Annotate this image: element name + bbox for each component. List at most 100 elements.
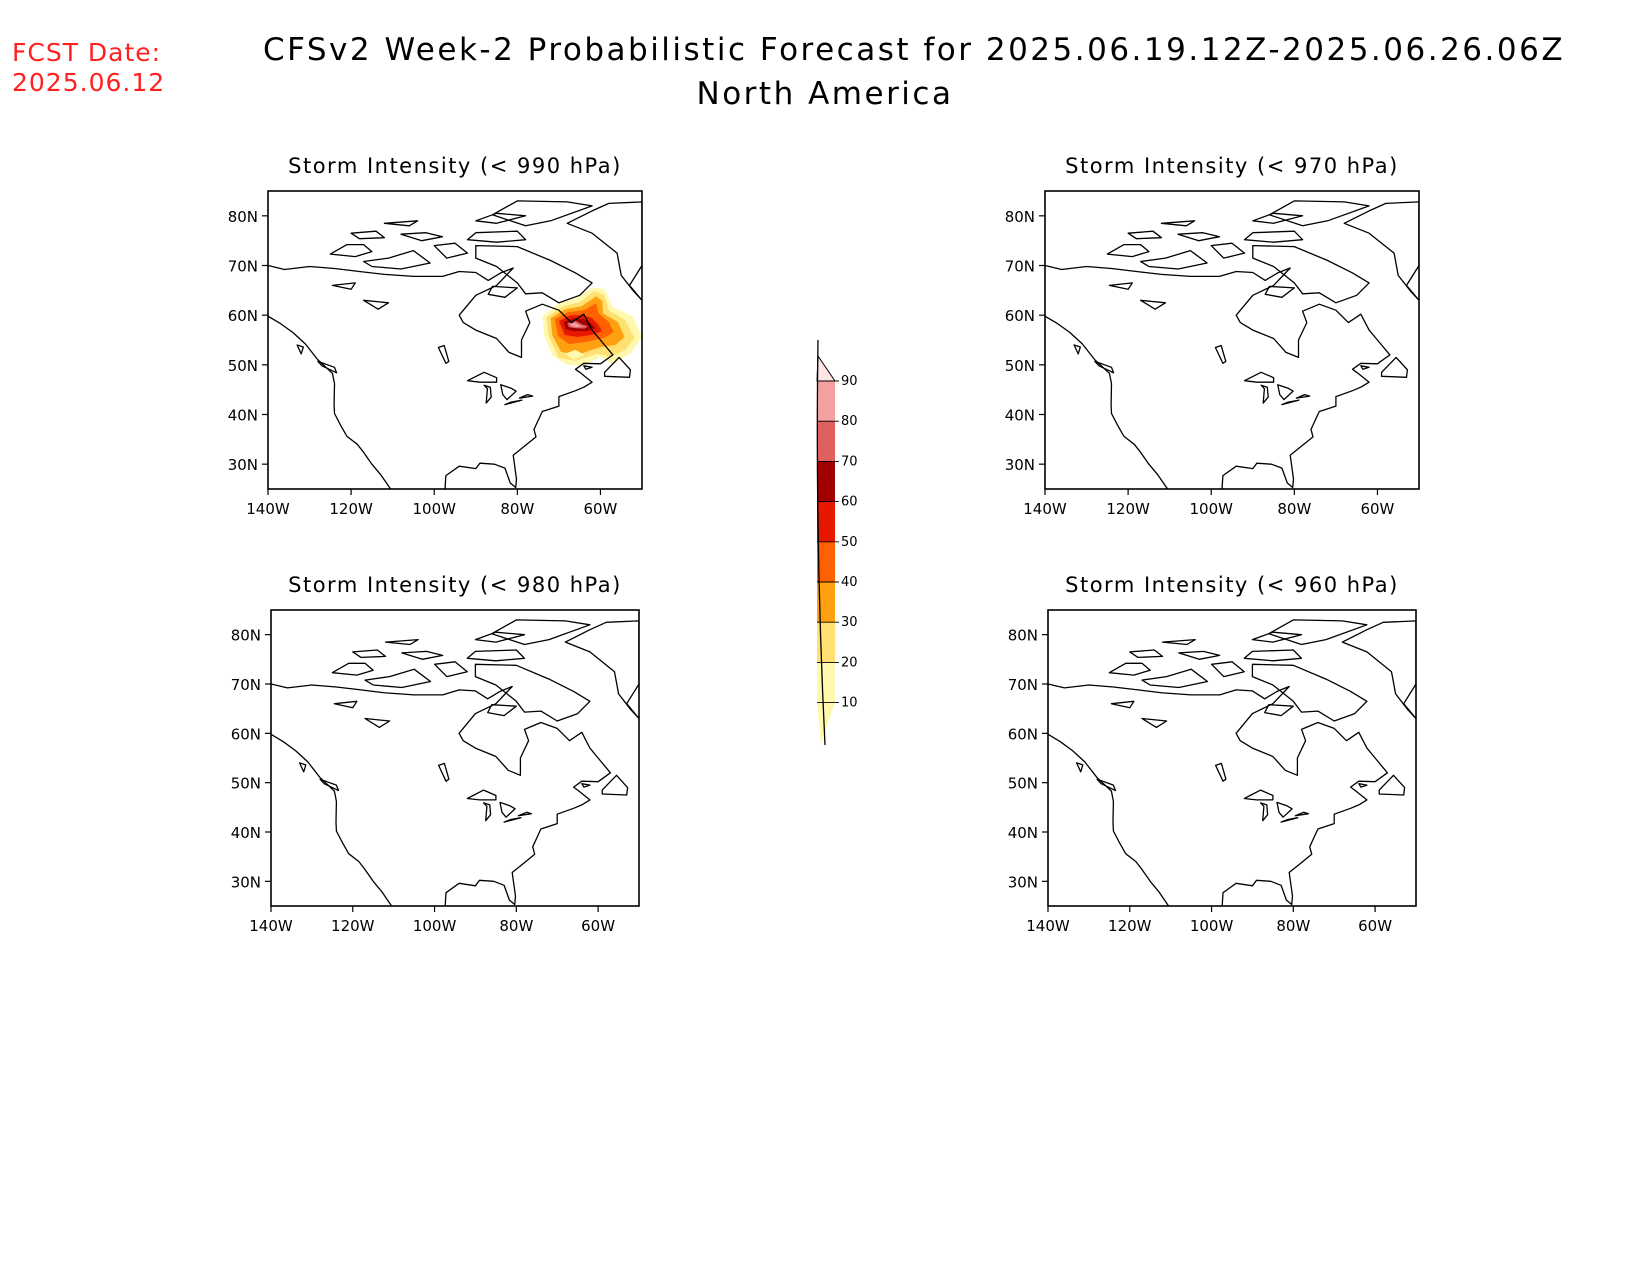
lat-tick-label: 70N (1005, 258, 1035, 276)
lake-outline (500, 384, 517, 401)
lake-outline (1276, 801, 1293, 818)
lake-outline (331, 282, 356, 290)
lat-tick-label: 80N (1005, 208, 1035, 226)
island-outline (487, 704, 517, 717)
island-outline (1252, 244, 1370, 304)
lon-tick-label: 100W (1189, 500, 1233, 518)
lat-tick-label: 60N (1005, 307, 1035, 325)
map-frame (270, 609, 640, 907)
lon-tick-label: 120W (331, 917, 375, 935)
island-outline (383, 220, 419, 227)
colorbar-label-90: 90 (841, 374, 858, 389)
colorbar-label-40: 40 (841, 575, 858, 590)
lake-outline (1108, 282, 1133, 290)
island-outline (1161, 638, 1196, 646)
map-area (1045, 200, 1419, 489)
island-outline (1178, 650, 1221, 660)
map-area (271, 619, 639, 906)
lon-tick-label: 60W (1358, 917, 1392, 935)
lat-tick-label: 50N (231, 775, 261, 793)
panel-990hpa: Storm Intensity (< 990 hPa) 80N 70N 60N 50N 4… (228, 154, 643, 518)
island-outline (384, 638, 419, 646)
coastline-west (268, 315, 392, 489)
lat-tick-label: 30N (1008, 873, 1038, 891)
lat-tick-label: 50N (228, 357, 258, 375)
colorbar: 10 20 30 40 50 60 70 80 90 (816, 339, 858, 746)
lake-outline (437, 344, 450, 364)
island-outline (362, 249, 431, 270)
lake-outline (503, 817, 522, 823)
figure-title: CFSv2 Week-2 Probabilistic Forecast for … (0, 32, 1650, 120)
island-outline (1243, 230, 1304, 243)
lat-tick-label: 40N (1005, 407, 1035, 425)
lon-tick-label: 80W (1276, 917, 1310, 935)
island-outline (433, 661, 468, 678)
lon-tick-label: 140W (246, 500, 290, 518)
island-outline (475, 244, 593, 304)
colorbar-swatch-60 (817, 461, 835, 502)
lake-outline (1280, 817, 1299, 823)
colorbar-label-20: 20 (841, 655, 858, 670)
lon-tick-label: 120W (1106, 500, 1150, 518)
island-outline (1264, 704, 1294, 717)
lake-outline (1141, 717, 1168, 729)
probability-contour-10 (564, 349, 585, 360)
lon-tick-label: 140W (1026, 917, 1070, 935)
lake-outline (483, 384, 492, 404)
lon-tick-label: 140W (249, 917, 293, 935)
panel-title: Storm Intensity (< 970 hPa) (1065, 154, 1399, 178)
coastline-west (271, 733, 393, 906)
lat-tick-label: 80N (228, 208, 258, 226)
lon-tick-label: 100W (1190, 917, 1234, 935)
coastline-west (1045, 315, 1169, 489)
island-outline (1251, 663, 1368, 722)
island-outline (296, 344, 304, 355)
lake-outline (437, 762, 450, 782)
island-outline (581, 783, 591, 788)
lat-tick-label: 40N (231, 824, 261, 842)
lon-tick-label: 60W (583, 500, 617, 518)
island-outline (1129, 649, 1164, 659)
colorbar-label-80: 80 (841, 414, 858, 429)
coastlines (271, 619, 639, 906)
island-outline (601, 774, 629, 796)
island-outline (491, 619, 591, 646)
lat-tick-label: 50N (1005, 357, 1035, 375)
colorbar-swatch-40 (817, 541, 835, 582)
lake-outline (1260, 384, 1269, 404)
lake-outline (518, 393, 534, 399)
island-outline (1073, 344, 1081, 355)
lake-outline (1281, 399, 1300, 406)
island-outline (474, 631, 526, 643)
lon-tick-label: 80W (499, 917, 533, 935)
island-outline (474, 663, 591, 722)
island-outline (1378, 774, 1406, 796)
lat-tick-label: 30N (1005, 456, 1035, 474)
island-outline (603, 356, 632, 378)
lat-tick-label: 70N (1008, 676, 1038, 694)
coastline-east (1048, 683, 1389, 906)
lake-outline (1243, 371, 1275, 383)
lat-tick-label: 70N (231, 676, 261, 694)
island-outline (1177, 232, 1221, 242)
island-outline (1341, 620, 1416, 720)
colorbar-label-70: 70 (841, 454, 858, 469)
colorbar-label-30: 30 (841, 615, 858, 630)
island-outline (566, 201, 642, 301)
lake-outline (466, 371, 498, 383)
lat-tick-label: 40N (1008, 824, 1038, 842)
lake-outline (362, 299, 390, 310)
island-outline (564, 620, 639, 720)
colorbar-swatch-70 (817, 421, 835, 462)
island-outline (329, 243, 373, 258)
lake-outline (1243, 789, 1274, 801)
lake-outline (1139, 299, 1167, 310)
lat-tick-label: 40N (228, 407, 258, 425)
colorbar-swatch-10 (817, 662, 835, 703)
coastline-east (271, 683, 612, 906)
map-area (1048, 619, 1416, 906)
lat-tick-label: 60N (231, 725, 261, 743)
coastlines (1048, 619, 1416, 906)
lake-outline (333, 700, 358, 709)
